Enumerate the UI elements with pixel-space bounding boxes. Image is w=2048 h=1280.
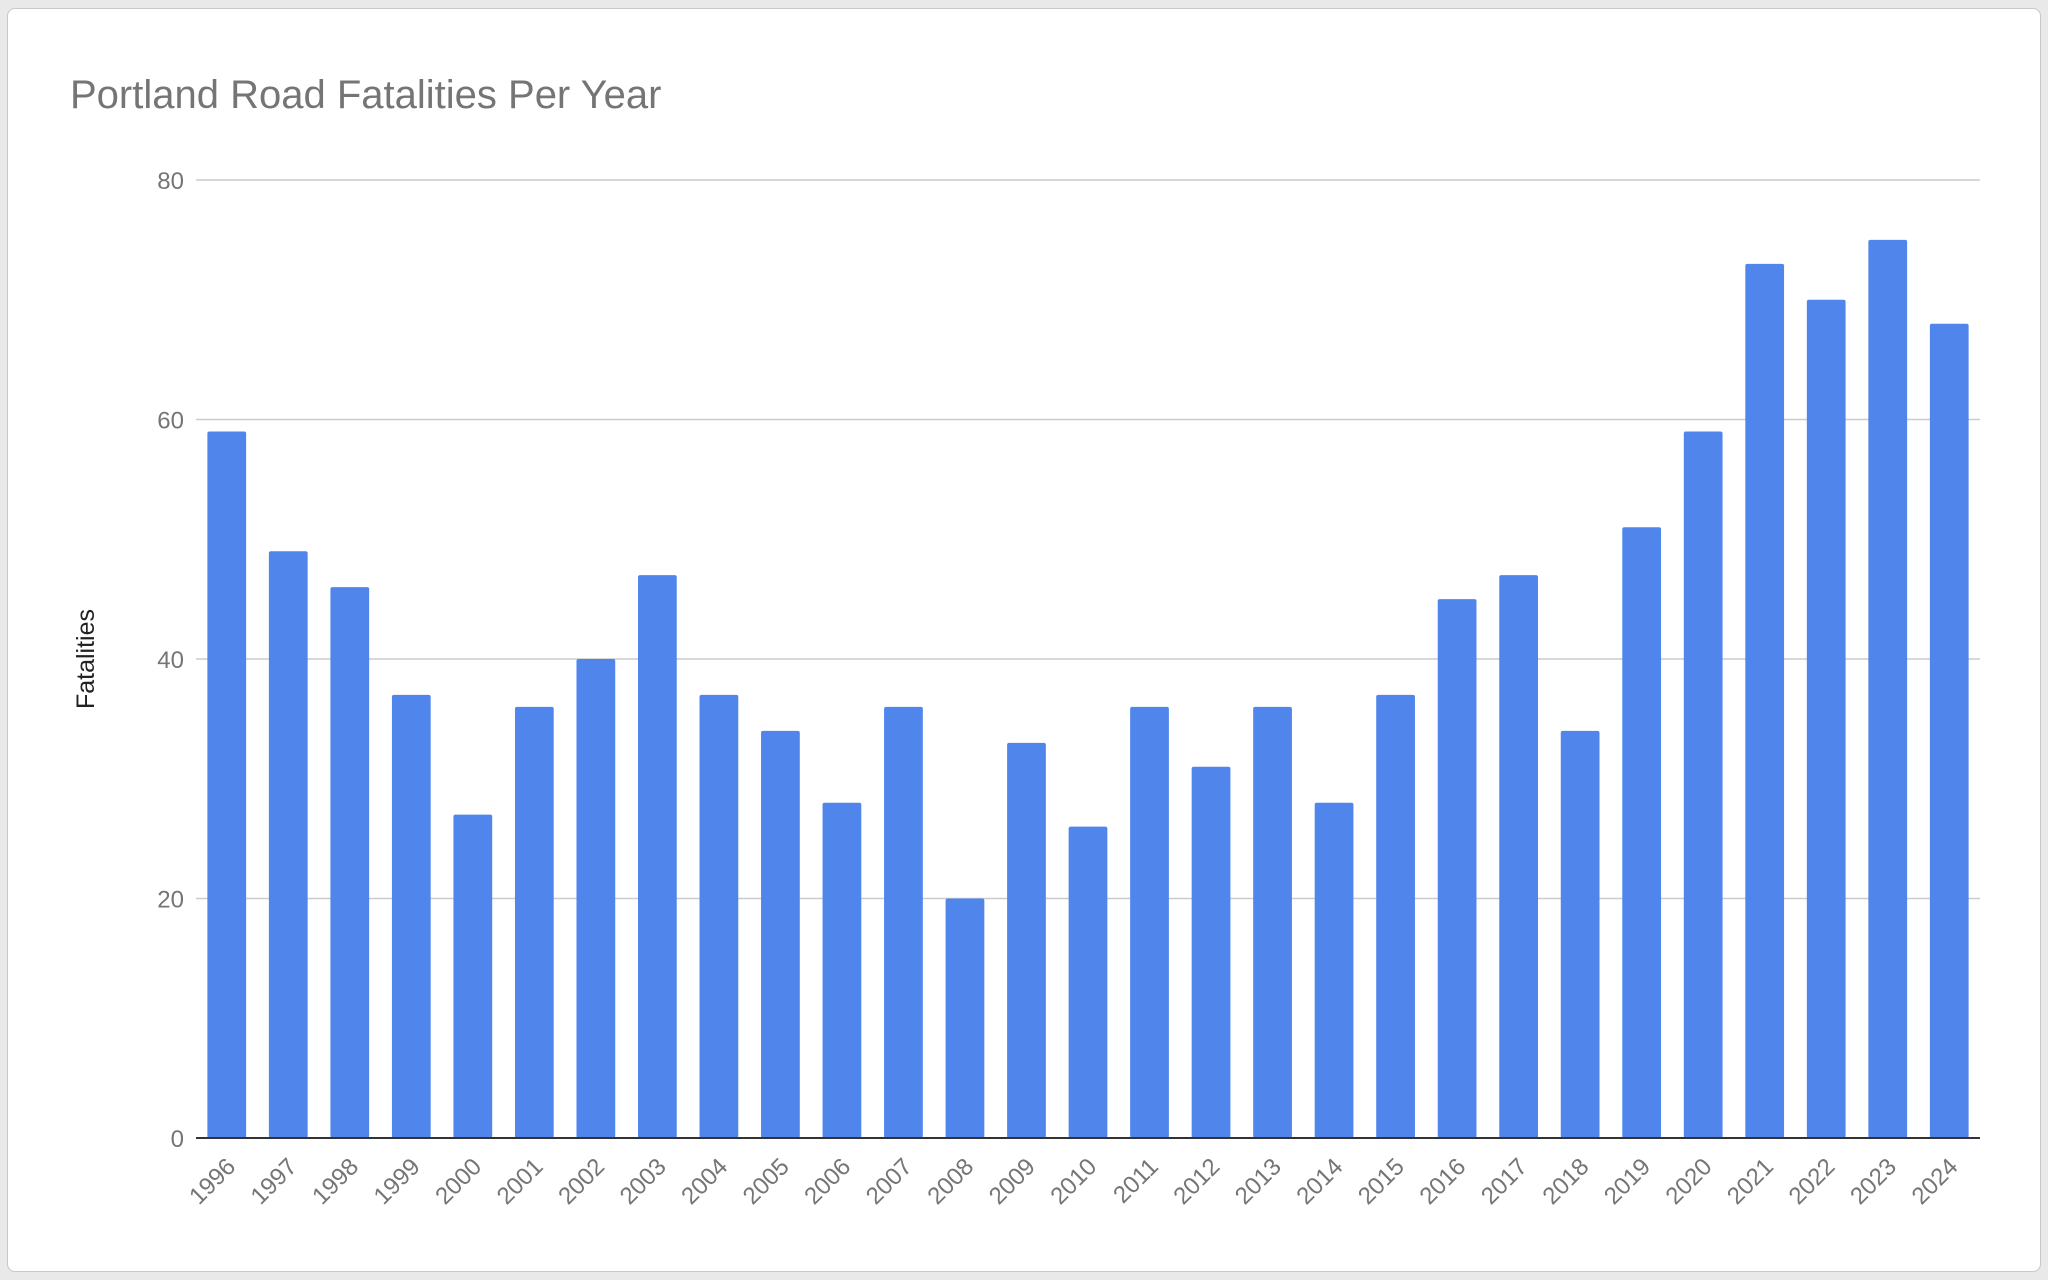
x-tick-label: 2012 xyxy=(1168,1153,1225,1210)
bar-1999[interactable] xyxy=(391,694,431,1138)
bar-2011[interactable] xyxy=(1130,706,1169,1138)
y-tick-label: 40 xyxy=(157,647,184,674)
bar-2007[interactable] xyxy=(884,706,923,1138)
bar-2021[interactable] xyxy=(1745,263,1785,1138)
bar-2004[interactable] xyxy=(699,694,739,1138)
bar-2002[interactable] xyxy=(576,659,616,1138)
x-tick-label: 2015 xyxy=(1353,1153,1410,1210)
bar-2017[interactable] xyxy=(1499,575,1538,1138)
bar-2024[interactable] xyxy=(1929,323,1969,1138)
bar-2012[interactable] xyxy=(1191,766,1231,1138)
x-tick-label: 2011 xyxy=(1108,1153,1164,1209)
bar-2022[interactable] xyxy=(1806,299,1846,1138)
x-tick-label: 2000 xyxy=(430,1153,487,1210)
x-tick-label: 1999 xyxy=(369,1153,426,1210)
x-tick-label: 2005 xyxy=(738,1153,795,1210)
x-tick-label: 2024 xyxy=(1907,1153,1964,1210)
x-tick-label: 2016 xyxy=(1415,1153,1472,1210)
chart-card: Portland Road Fatalities Per Year 0 20 40 6… xyxy=(7,8,2041,1272)
y-tick-label: 0 xyxy=(171,1126,184,1153)
x-tick-label: 2013 xyxy=(1230,1153,1287,1210)
x-tick-label: 2010 xyxy=(1045,1153,1102,1210)
bars xyxy=(207,239,1969,1139)
y-tick-label: 80 xyxy=(157,168,184,195)
bar-2005[interactable] xyxy=(761,730,800,1138)
y-tick-label: 20 xyxy=(157,887,184,914)
bar-2018[interactable] xyxy=(1560,730,1600,1138)
x-tick-label: 2014 xyxy=(1291,1153,1348,1210)
bar-2014[interactable] xyxy=(1314,802,1354,1138)
x-tick-label: 1998 xyxy=(307,1153,364,1210)
gridlines xyxy=(196,179,1980,900)
x-tick-label: 2022 xyxy=(1784,1153,1841,1210)
bar-2001[interactable] xyxy=(514,706,554,1138)
x-tick-label: 2020 xyxy=(1661,1153,1718,1210)
bar-1998[interactable] xyxy=(330,587,370,1138)
bar-2008[interactable] xyxy=(945,898,985,1139)
x-tick-label: 2021 xyxy=(1722,1153,1779,1210)
y-tick-label: 60 xyxy=(157,408,184,435)
bar-1997[interactable] xyxy=(268,551,308,1138)
x-tick-label: 2002 xyxy=(553,1153,610,1210)
x-tick-label: 2003 xyxy=(615,1153,672,1210)
bar-2009[interactable] xyxy=(1007,742,1046,1138)
bar-2019[interactable] xyxy=(1622,527,1662,1138)
x-axis-ticks: 1996 1997 1998 1999 2000 2001 2002 2003 2004 2005… xyxy=(184,1153,1963,1210)
bar-2020[interactable] xyxy=(1683,431,1723,1139)
bar-2016[interactable] xyxy=(1437,599,1477,1138)
bar-2000[interactable] xyxy=(453,814,493,1138)
x-tick-label: 2004 xyxy=(676,1153,733,1210)
x-tick-label: 2018 xyxy=(1538,1153,1595,1210)
x-tick-label: 2009 xyxy=(984,1153,1041,1210)
x-tick-label: 2007 xyxy=(861,1153,918,1210)
x-tick-label: 2017 xyxy=(1476,1153,1533,1210)
x-tick-label: 1997 xyxy=(246,1153,303,1210)
bar-2010[interactable] xyxy=(1068,826,1108,1138)
x-tick-label: 1996 xyxy=(184,1153,241,1210)
bar-2013[interactable] xyxy=(1253,706,1292,1138)
chart-title: Portland Road Fatalities Per Year xyxy=(70,73,662,117)
y-axis-ticks: 0 20 40 60 80 xyxy=(157,168,184,1153)
x-tick-label: 2008 xyxy=(922,1153,979,1210)
bar-1996[interactable] xyxy=(207,431,247,1139)
x-tick-label: 2023 xyxy=(1845,1153,1902,1210)
x-tick-label: 2001 xyxy=(492,1153,549,1210)
bar-2006[interactable] xyxy=(822,802,862,1138)
bar-2023[interactable] xyxy=(1868,239,1908,1138)
bar-2003[interactable] xyxy=(638,575,677,1138)
x-tick-label: 2006 xyxy=(799,1153,856,1210)
x-tick-label: 2019 xyxy=(1599,1153,1656,1210)
bar-2015[interactable] xyxy=(1376,694,1415,1138)
y-axis-label: Fatalities xyxy=(72,609,100,709)
